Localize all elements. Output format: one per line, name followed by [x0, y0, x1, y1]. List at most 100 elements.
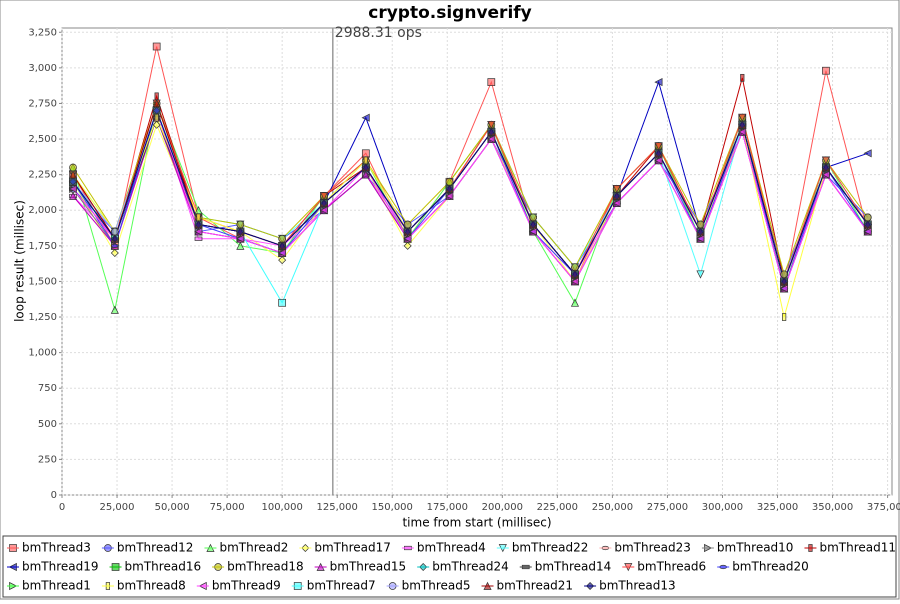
x-axis-label: time from start (millisec) — [402, 516, 551, 530]
x-tick-label: 225,000 — [537, 502, 578, 513]
legend-label: bmThread6 — [637, 560, 706, 574]
data-point — [154, 92, 159, 101]
data-point — [780, 277, 789, 286]
legend-label: bmThread12 — [117, 541, 194, 555]
legend-label: bmThread1 — [22, 579, 91, 593]
data-point — [696, 270, 705, 279]
x-tick-label: 175,000 — [427, 502, 468, 513]
data-point — [236, 241, 245, 250]
data-point — [110, 243, 119, 248]
x-tick-label: 50,000 — [155, 502, 190, 513]
data-point — [236, 227, 245, 236]
data-point — [696, 234, 705, 243]
data-point — [68, 191, 78, 200]
data-point — [403, 220, 412, 229]
x-tick-label: 100,000 — [261, 502, 302, 513]
data-point — [277, 248, 287, 258]
data-point — [780, 270, 788, 279]
data-point — [403, 241, 412, 250]
data-point — [696, 227, 705, 236]
data-point — [445, 184, 454, 193]
legend-label: bmThread20 — [732, 560, 809, 574]
data-point — [152, 106, 161, 115]
legend-label: bmThread23 — [614, 541, 691, 555]
x-tick-label: 350,000 — [812, 502, 853, 513]
data-point — [487, 127, 496, 136]
data-point — [487, 78, 496, 86]
data-point — [487, 120, 496, 130]
y-tick-label: 750 — [38, 383, 57, 394]
x-tick-label: 75,000 — [210, 502, 245, 513]
data-point — [782, 313, 787, 321]
legend-label: bmThread14 — [535, 560, 612, 574]
legend-label: bmThread4 — [417, 541, 486, 555]
legend-label: bmThread13 — [599, 579, 676, 593]
legend-label: bmThread9 — [212, 579, 281, 593]
data-point — [278, 298, 287, 307]
data-point — [319, 192, 329, 201]
data-point — [487, 134, 496, 144]
data-point — [528, 227, 537, 236]
data-point — [863, 213, 872, 222]
data-point — [821, 156, 831, 165]
data-point — [696, 220, 705, 229]
data-point — [319, 206, 328, 215]
y-tick-label: 0 — [51, 490, 57, 501]
data-point — [194, 220, 203, 229]
legend-label: bmThread11 — [819, 541, 896, 555]
data-point — [110, 234, 119, 243]
legend-label: bmThread19 — [22, 560, 99, 574]
data-point — [612, 192, 621, 201]
data-point — [779, 284, 788, 293]
y-tick-label: 2,250 — [28, 170, 57, 181]
data-point — [110, 248, 119, 257]
x-tick-label: 275,000 — [647, 502, 688, 513]
data-point — [571, 263, 579, 272]
legend-label: bmThread7 — [307, 579, 376, 593]
data-point — [236, 220, 245, 229]
y-tick-label: 1,000 — [28, 348, 57, 359]
data-point — [863, 220, 872, 229]
y-tick-label: 250 — [38, 454, 57, 465]
data-point — [612, 199, 621, 208]
legend-label: bmThread10 — [717, 541, 794, 555]
x-tick-label: 0 — [59, 502, 65, 513]
x-tick-label: 200,000 — [482, 502, 523, 513]
data-point — [863, 227, 872, 236]
x-tick-label: 375,000 — [867, 502, 900, 513]
data-point — [152, 120, 161, 129]
data-point — [278, 256, 287, 265]
y-tick-label: 2,000 — [28, 205, 57, 216]
legend-label: bmThread24 — [432, 560, 509, 574]
data-point — [821, 170, 830, 179]
data-point — [361, 113, 370, 122]
x-tick-label: 250,000 — [592, 502, 633, 513]
data-point — [821, 163, 830, 172]
annotation: 2988.31 ops — [335, 25, 422, 41]
data-point — [69, 163, 77, 172]
data-point — [152, 42, 161, 51]
legend-label: bmThread16 — [125, 560, 202, 574]
data-point — [654, 149, 663, 158]
legend-label: bmThread15 — [330, 560, 407, 574]
data-point — [363, 156, 368, 165]
data-point — [654, 78, 663, 87]
series-line — [72, 109, 869, 291]
y-tick-label: 3,250 — [28, 27, 57, 38]
data-point — [361, 149, 370, 158]
data-point — [654, 142, 663, 151]
data-point — [403, 234, 412, 243]
legend-label: bmThread3 — [22, 541, 91, 555]
legend-label: bmThread2 — [219, 541, 288, 555]
legend-label: bmThread17 — [314, 541, 391, 555]
data-point — [403, 227, 412, 236]
data-point — [529, 213, 537, 222]
data-point — [278, 234, 287, 243]
data-point — [863, 149, 872, 158]
y-tick-label: 500 — [38, 419, 57, 430]
data-point — [738, 113, 747, 122]
y-tick-label: 3,000 — [28, 63, 57, 74]
data-point — [529, 220, 538, 229]
data-point — [110, 227, 119, 236]
